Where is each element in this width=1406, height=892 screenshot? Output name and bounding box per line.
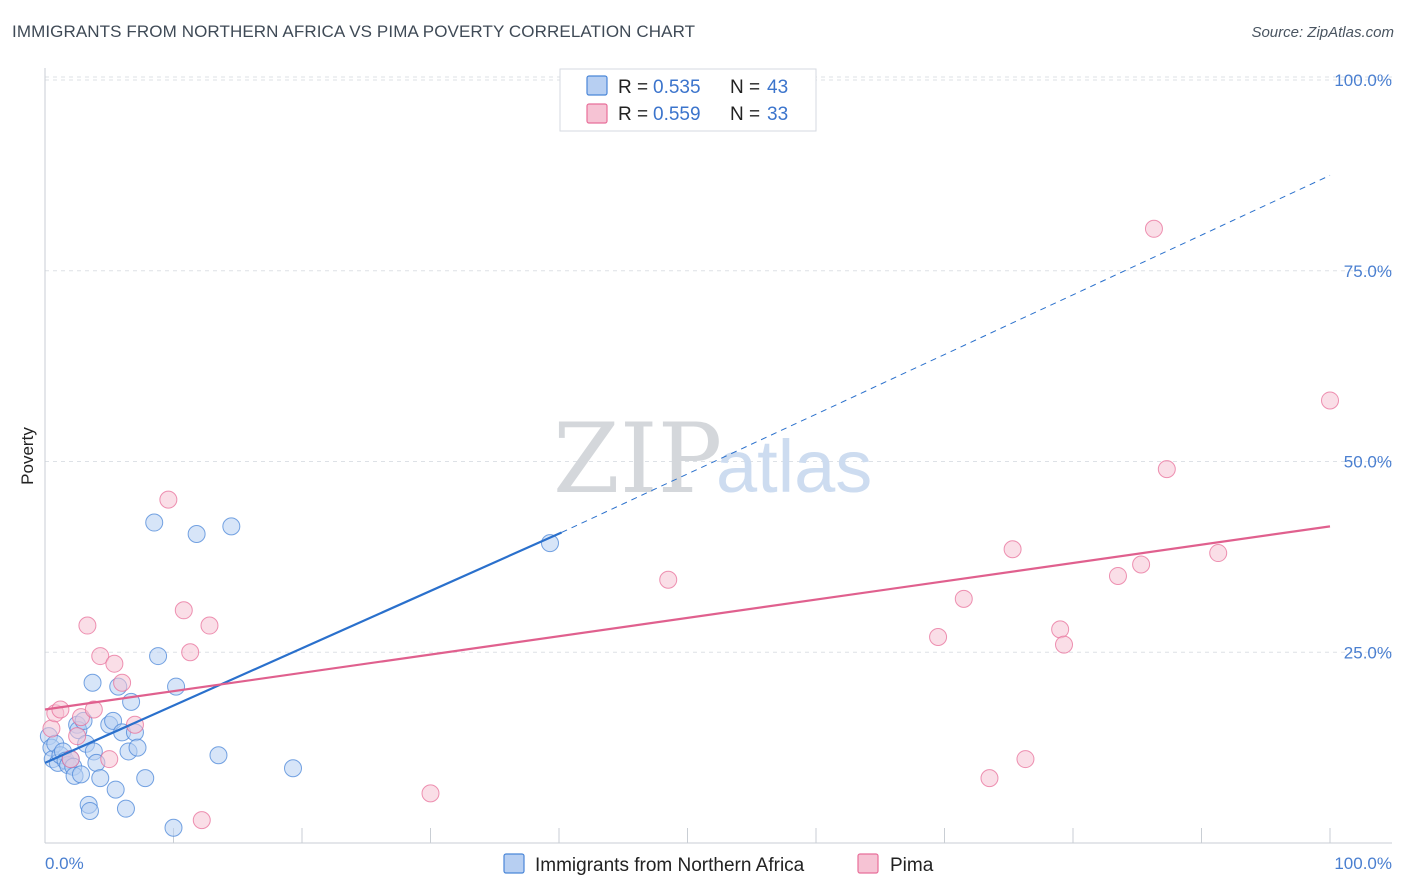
axes (44, 68, 1392, 844)
pink-data-point (1144, 219, 1163, 238)
blue-data-point (187, 524, 206, 543)
pink-data-point (1003, 540, 1022, 559)
pink-data-point (1209, 544, 1228, 563)
legend-r-label-2: R = (618, 104, 648, 125)
pink-data-point (1016, 750, 1035, 769)
pink-data-point (980, 769, 999, 788)
legend-n-label-2: N = (730, 104, 760, 125)
blue-data-point (145, 513, 164, 532)
source-label: Source: ZipAtlas.com (1251, 24, 1394, 41)
pink-data-point (929, 627, 948, 646)
legend-r-label-1: R = (618, 77, 648, 98)
pink-data-point (181, 643, 200, 662)
pink-data-point (51, 700, 70, 719)
pink-data-point (84, 700, 103, 719)
pink-data-point (200, 616, 219, 635)
blue-data-point (136, 769, 155, 788)
y-tick-label: 100.0% (1334, 71, 1392, 90)
grid-lines (45, 76, 1392, 653)
y-tick-label: 75.0% (1344, 262, 1392, 281)
chart-title: IMMIGRANTS FROM NORTHERN AFRICA VS PIMA … (12, 22, 696, 41)
pink-data-point (1157, 460, 1176, 479)
watermark-zip: ZIP (553, 403, 722, 515)
pink-data-point (1132, 555, 1151, 574)
pink-data-point (174, 601, 193, 620)
blue-data-point (222, 517, 241, 536)
pink-data-point (1321, 391, 1339, 410)
x-tick-labels: 0.0% 100.0% (45, 854, 1392, 873)
pink-data-point (421, 784, 440, 803)
legend-n-label-1: N = (730, 77, 760, 98)
bottom-legend-swatch-blue (503, 853, 525, 874)
blue-data-point (209, 746, 228, 765)
bottom-legend-swatch-pink (857, 853, 879, 874)
pink-data-point (105, 654, 124, 673)
x-tick-marks (44, 828, 1331, 843)
legend: R = 0.535 N = 43 R = 0.559 N = 33 (559, 68, 817, 132)
legend-r-value-2: 0.559 (653, 104, 701, 125)
x-tick-label-min: 0.0% (45, 854, 84, 873)
legend-r-value-1: 0.535 (653, 77, 701, 98)
blue-data-point (71, 765, 90, 784)
pink-data-point (159, 490, 178, 509)
blue-data-point (284, 759, 303, 778)
legend-swatch-blue (586, 75, 608, 96)
trend-lines (44, 174, 1331, 764)
blue-data-point (83, 673, 102, 692)
blue-trend-extension (561, 174, 1331, 533)
data-points (39, 219, 1339, 837)
pink-data-point (192, 811, 211, 830)
pink-data-point (1108, 566, 1127, 585)
bottom-legend-label-blue: Immigrants from Northern Africa (535, 855, 805, 876)
watermark: ZIP atlas (553, 403, 872, 515)
legend-n-value-2: 33 (767, 104, 788, 125)
pink-data-point (113, 673, 132, 692)
legend-n-value-1: 43 (767, 77, 788, 98)
x-tick-label-max: 100.0% (1334, 854, 1392, 873)
pink-data-point (1051, 620, 1070, 639)
blue-data-point (164, 818, 183, 837)
blue-data-point (128, 738, 147, 757)
bottom-legend-label-pink: Pima (890, 855, 934, 876)
pink-data-point (1055, 635, 1074, 654)
blue-data-point (80, 801, 99, 820)
y-tick-label: 25.0% (1344, 643, 1392, 662)
pink-data-point (68, 727, 87, 746)
pink-data-point (954, 589, 973, 608)
pink-data-point (78, 616, 97, 635)
blue-data-point (149, 647, 168, 666)
y-tick-label: 50.0% (1344, 453, 1392, 472)
blue-data-point (116, 799, 135, 818)
y-axis-label: Poverty (18, 427, 37, 485)
legend-swatch-pink (586, 103, 608, 124)
pink-data-point (42, 719, 61, 738)
blue-trend-line (44, 531, 563, 764)
watermark-atlas: atlas (716, 425, 872, 508)
bottom-legend: Immigrants from Northern Africa Pima (503, 853, 934, 876)
pink-data-point (100, 750, 119, 769)
blue-data-point (106, 780, 125, 799)
pink-data-point (659, 570, 678, 589)
y-tick-labels: 25.0% 50.0% 75.0% 100.0% (1334, 71, 1392, 662)
pink-data-point (91, 647, 110, 666)
blue-data-point (91, 769, 110, 788)
pink-trend-line (44, 525, 1331, 711)
